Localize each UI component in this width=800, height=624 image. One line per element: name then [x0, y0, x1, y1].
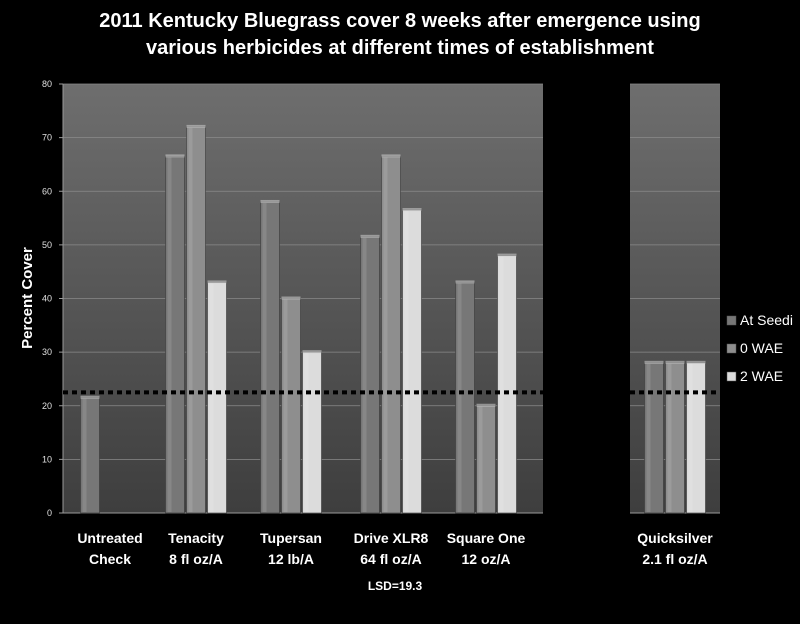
bar-cap: [165, 154, 185, 158]
bar-cap: [281, 296, 301, 300]
legend-label: At Seedi: [740, 312, 793, 328]
x-category-label: 12 lb/A: [268, 551, 314, 567]
legend-label: 0 WAE: [740, 340, 783, 356]
y-tick-label: 30: [42, 347, 52, 357]
bar-cap: [80, 395, 100, 399]
chart-title: 2011 Kentucky Bluegrass cover 8 weeks af…: [0, 8, 800, 62]
bar-highlight: [167, 157, 172, 513]
bar-cap: [302, 350, 322, 354]
bar-cap: [186, 124, 206, 128]
x-category-label: 8 fl oz/A: [169, 551, 223, 567]
bar-cap: [455, 280, 475, 284]
y-tick-label: 20: [42, 401, 52, 411]
bar-cap: [644, 360, 664, 364]
x-category-label: Drive XLR8: [354, 530, 429, 546]
bar-cap: [402, 208, 422, 212]
y-tick-label: 10: [42, 454, 52, 464]
chart-title-line-1: 2011 Kentucky Bluegrass cover 8 weeks af…: [99, 10, 701, 32]
x-category-label: Square One: [447, 530, 526, 546]
x-category-label: 64 fl oz/A: [360, 551, 421, 567]
chart-title-line-2: various herbicides at different times of…: [146, 37, 654, 59]
bar-highlight: [457, 283, 462, 512]
y-tick-label: 60: [42, 186, 52, 196]
x-category-label: Untreated: [77, 530, 142, 546]
x-category-label: Tupersan: [260, 530, 322, 546]
bar-highlight: [82, 398, 87, 512]
legend-swatch: [726, 371, 737, 382]
bar-cap: [497, 253, 517, 257]
legend-label: 2 WAE: [740, 368, 783, 384]
bar-highlight: [362, 237, 367, 513]
bar-cap: [686, 360, 706, 364]
bar-highlight: [283, 299, 288, 512]
bar-highlight: [667, 363, 672, 512]
legend-swatch: [726, 343, 737, 354]
bar-cap: [665, 360, 685, 364]
legend-swatch: [726, 315, 737, 326]
x-category-label: Quicksilver: [637, 530, 713, 546]
bar-cap: [260, 199, 280, 203]
bar-cap: [381, 154, 401, 158]
x-category-label: Tenacity: [168, 530, 224, 546]
y-tick-label: 70: [42, 133, 52, 143]
y-tick-label: 40: [42, 294, 52, 304]
bar-cap: [360, 234, 380, 238]
y-axis-label: Percent Cover: [19, 247, 36, 349]
y-tick-label: 50: [42, 240, 52, 250]
x-category-label: Check: [89, 551, 131, 567]
bar-highlight: [478, 406, 483, 512]
bar-highlight: [646, 363, 651, 512]
bar-cap: [476, 403, 496, 407]
bar-highlight: [383, 157, 388, 513]
bar-highlight: [188, 127, 193, 513]
bar-highlight: [262, 202, 267, 512]
bar-highlight: [404, 211, 409, 513]
x-category-label: 12 oz/A: [461, 551, 510, 567]
y-tick-label: 80: [42, 79, 52, 89]
bar-highlight: [499, 256, 504, 512]
bar-highlight: [688, 363, 693, 512]
y-tick-label: 0: [47, 508, 52, 518]
lsd-annotation: LSD=19.3: [368, 579, 423, 593]
bar-highlight: [209, 283, 214, 512]
bar-highlight: [304, 353, 309, 512]
bar-cap: [207, 280, 227, 284]
x-category-label: 2.1 fl oz/A: [642, 551, 707, 567]
